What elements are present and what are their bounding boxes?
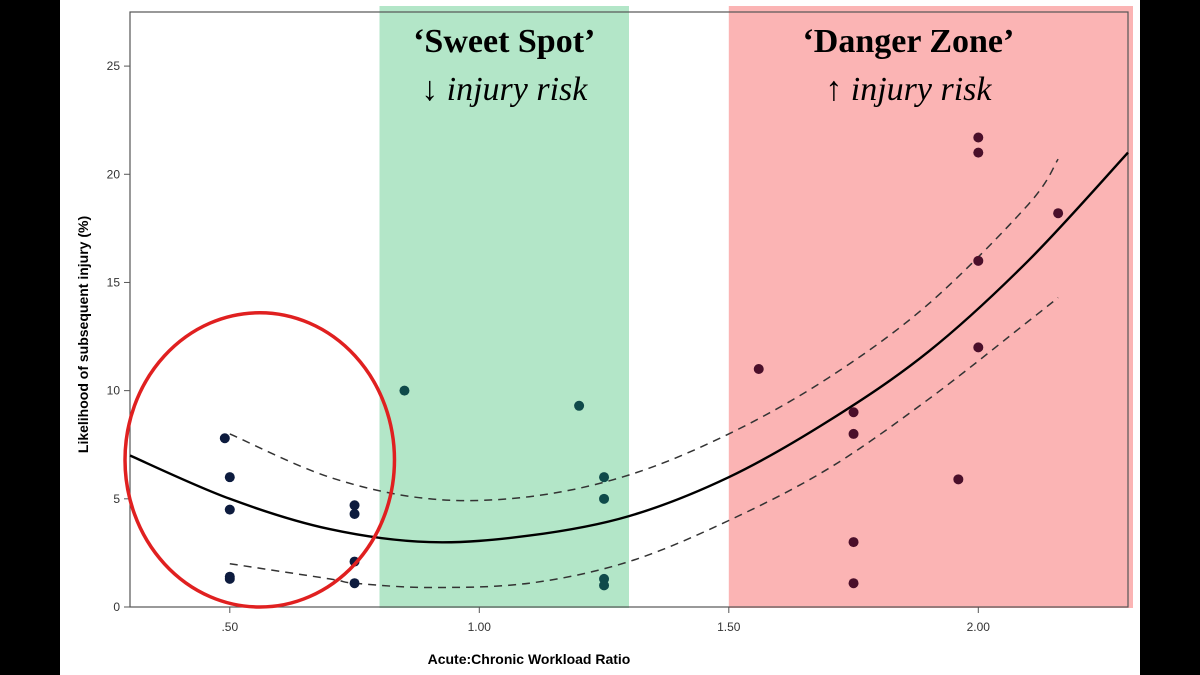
y-tick-label: 10 bbox=[107, 384, 121, 398]
danger-zone-title: ‘Danger Zone’ bbox=[802, 23, 1014, 60]
danger-zone-subtitle: ↑ injury risk bbox=[825, 71, 992, 108]
data-point bbox=[399, 385, 410, 396]
x-axis-title: Acute:Chronic Workload Ratio bbox=[428, 651, 631, 667]
sweet-spot-title: ‘Sweet Spot’ bbox=[413, 23, 595, 60]
data-point bbox=[848, 428, 859, 439]
fit-line bbox=[129, 151, 1129, 544]
highlight-group bbox=[123, 310, 397, 609]
scatter-chart: 0 5 10 15 20 25 .50 1.00 1.50 2.00 Acute:Chronic W… bbox=[75, 6, 1133, 667]
data-point bbox=[224, 573, 235, 584]
x-tick-label: .50 bbox=[221, 620, 238, 634]
y-tick-label: 0 bbox=[113, 600, 120, 614]
data-point bbox=[973, 147, 984, 158]
sweet-spot-subtitle: ↓ injury risk bbox=[421, 71, 588, 108]
data-point bbox=[574, 400, 585, 411]
zone-bands bbox=[379, 6, 1133, 608]
y-tick-label: 20 bbox=[107, 167, 121, 181]
y-tick-label: 25 bbox=[107, 59, 121, 73]
data-point bbox=[224, 472, 235, 483]
fit-curves bbox=[129, 151, 1129, 589]
data-point bbox=[973, 132, 984, 143]
data-points bbox=[219, 132, 1064, 591]
highlight-ellipse bbox=[123, 310, 397, 609]
x-tick-label: 2.00 bbox=[967, 620, 991, 634]
data-point bbox=[349, 500, 360, 511]
data-point bbox=[599, 493, 610, 504]
sweet-spot-band bbox=[379, 6, 629, 608]
data-point bbox=[953, 474, 964, 485]
y-tick-label: 5 bbox=[113, 492, 120, 506]
x-tick-label: 1.50 bbox=[717, 620, 741, 634]
data-point bbox=[1053, 208, 1064, 219]
zone-labels: ‘Sweet Spot’ ↓ injury risk ‘Danger Zone’ ↑ … bbox=[413, 23, 1014, 108]
data-point bbox=[219, 433, 230, 444]
data-point bbox=[973, 255, 984, 266]
ci-upper-line bbox=[229, 158, 1059, 502]
data-point bbox=[599, 472, 610, 483]
data-point bbox=[349, 578, 360, 589]
data-point bbox=[848, 537, 859, 548]
plot-frame bbox=[129, 11, 1129, 608]
axes: 0 5 10 15 20 25 .50 1.00 1.50 2.00 Acute:Chronic W… bbox=[75, 11, 1129, 667]
data-point bbox=[349, 508, 360, 519]
y-axis-title: Likelihood of subsequent injury (%) bbox=[75, 216, 91, 453]
ci-lower-line bbox=[229, 297, 1059, 589]
chart-figure: 0 5 10 15 20 25 .50 1.00 1.50 2.00 Acute:Chronic W… bbox=[60, 0, 1140, 675]
danger-zone-band bbox=[728, 6, 1133, 608]
y-tick-label: 15 bbox=[107, 275, 121, 289]
data-point bbox=[224, 504, 235, 515]
x-tick-label: 1.00 bbox=[468, 620, 492, 634]
data-point bbox=[599, 580, 610, 591]
data-point bbox=[753, 364, 764, 374]
data-point bbox=[848, 578, 859, 589]
data-point bbox=[848, 407, 859, 418]
data-point bbox=[973, 342, 984, 353]
